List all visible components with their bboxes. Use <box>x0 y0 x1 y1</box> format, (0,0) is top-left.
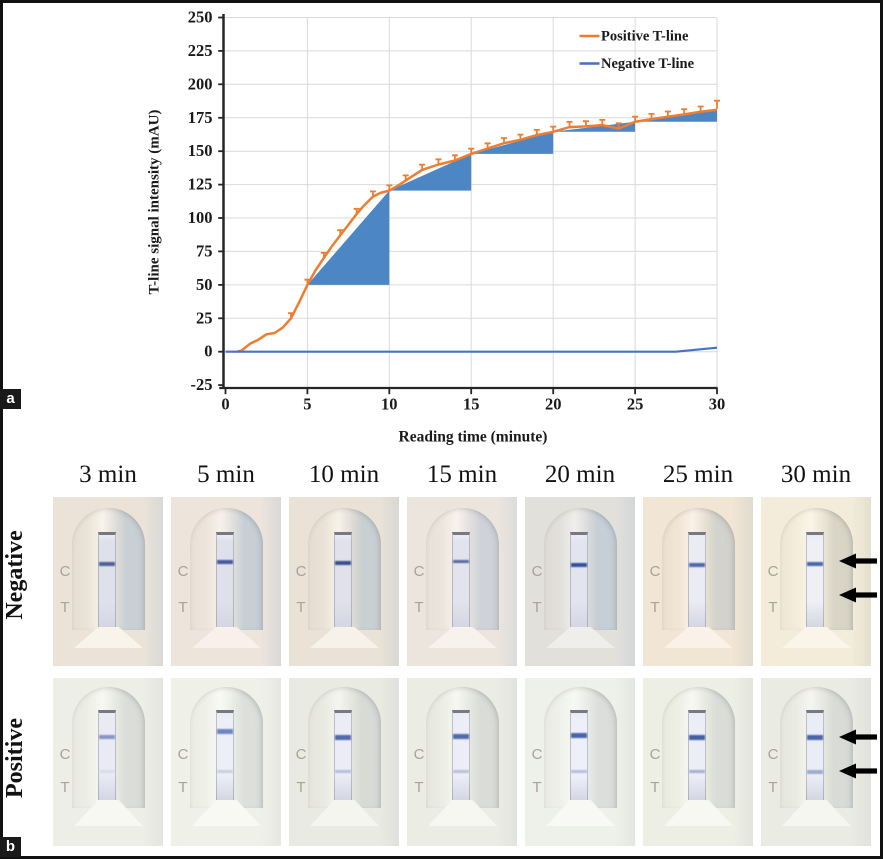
svg-text:20: 20 <box>545 395 562 414</box>
svg-text:30: 30 <box>709 395 726 414</box>
svg-text:25: 25 <box>196 308 213 327</box>
svg-text:25: 25 <box>627 395 644 414</box>
svg-text:T-line signal intensity (mAU): T-line signal intensity (mAU) <box>147 110 163 295</box>
svg-text:50: 50 <box>196 275 213 294</box>
svg-text:250: 250 <box>188 8 213 27</box>
svg-text:10: 10 <box>381 395 398 414</box>
svg-text:15: 15 <box>463 395 480 414</box>
svg-text:5: 5 <box>303 395 311 414</box>
svg-text:150: 150 <box>188 141 213 160</box>
svg-text:200: 200 <box>188 74 213 93</box>
svg-text:225: 225 <box>188 41 213 60</box>
svg-text:0: 0 <box>221 395 229 414</box>
svg-text:Negative T-line: Negative T-line <box>601 56 695 72</box>
svg-text:Reading time (minute): Reading time (minute) <box>399 429 548 446</box>
svg-text:0: 0 <box>204 342 212 361</box>
svg-text:175: 175 <box>188 108 213 127</box>
svg-text:75: 75 <box>196 241 213 260</box>
svg-text:Positive T-line: Positive T-line <box>601 28 689 44</box>
svg-text:100: 100 <box>188 208 213 227</box>
svg-text:125: 125 <box>188 175 213 194</box>
svg-text:-25: -25 <box>191 375 213 394</box>
